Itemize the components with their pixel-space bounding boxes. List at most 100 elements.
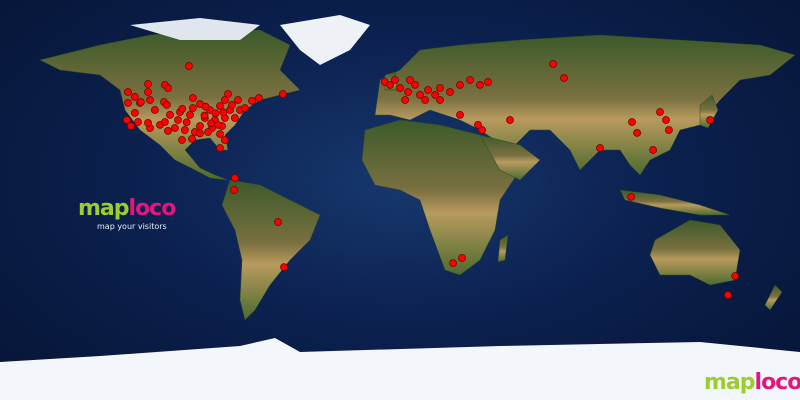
visitor-dot xyxy=(476,80,484,89)
visitor-dot xyxy=(228,100,236,109)
visitor-dot xyxy=(216,130,224,138)
visitor-dot xyxy=(248,96,256,105)
visitor-dot xyxy=(178,136,186,144)
visitor-dot xyxy=(230,186,238,194)
visitor-dot xyxy=(130,92,139,101)
visitor-dot xyxy=(186,110,194,119)
new-zealand xyxy=(764,284,783,311)
visitor-dot xyxy=(274,218,282,226)
logo-word-map: map xyxy=(78,196,130,221)
visitor-dot xyxy=(164,84,172,92)
visitor-dot xyxy=(182,118,191,127)
visitor-dot xyxy=(436,84,444,92)
visitor-dot xyxy=(144,118,152,127)
visitor-dot xyxy=(216,102,224,110)
visitor-dot xyxy=(230,114,239,122)
visitor-dot xyxy=(649,146,658,154)
visitor-dot xyxy=(160,118,169,126)
visitor-dot xyxy=(662,116,670,124)
logo-tagline: map your visitors xyxy=(97,222,167,231)
visitor-dot xyxy=(478,126,486,134)
visitor-dot xyxy=(234,96,242,104)
visitor-dot xyxy=(162,100,171,109)
visitor-dot xyxy=(724,291,732,300)
visitor-dot xyxy=(201,102,210,111)
logo-word-loco: loco xyxy=(128,196,177,221)
arctic-islands xyxy=(130,18,260,40)
visitor-dot xyxy=(211,109,220,118)
visitor-dot xyxy=(390,76,399,84)
visitor-dot xyxy=(549,60,558,68)
visitor-dot xyxy=(200,111,209,120)
visitor-dot xyxy=(706,116,714,124)
visitor-dot xyxy=(144,80,152,88)
visitor-dot xyxy=(628,118,636,126)
visitor-dot xyxy=(386,80,394,89)
visitor-dot xyxy=(124,88,132,96)
visitor-dot xyxy=(170,124,179,132)
visitor-dot xyxy=(178,104,187,113)
visitor-dot xyxy=(214,120,222,129)
visitor-dot xyxy=(150,106,159,114)
visitor-dot xyxy=(411,80,420,89)
visitor-dot xyxy=(216,144,224,152)
greenland xyxy=(280,15,370,65)
visitor-dot xyxy=(449,259,458,268)
visitor-dot xyxy=(627,192,636,201)
eurasia xyxy=(374,34,796,176)
visitor-dot xyxy=(219,108,228,117)
visitor-dot xyxy=(204,128,212,136)
visitor-dot xyxy=(220,96,229,104)
arabia xyxy=(479,134,541,181)
visitor-dot xyxy=(436,96,444,104)
visitor-dot xyxy=(184,62,193,70)
visitor-dot xyxy=(456,80,464,89)
visitor-dot xyxy=(220,136,229,144)
visitor-dot xyxy=(130,108,139,117)
visitor-dot xyxy=(196,122,204,130)
visitor-dot xyxy=(188,104,197,112)
visitor-dot xyxy=(230,174,239,182)
visitor-dot xyxy=(196,129,204,138)
visitor-dot xyxy=(406,76,414,84)
visitor-dot xyxy=(124,98,132,107)
visitor-dot xyxy=(136,98,145,106)
visitor-dot xyxy=(404,88,412,96)
visitor-dot xyxy=(207,119,216,128)
visitor-dot xyxy=(134,118,142,126)
africa xyxy=(361,119,521,276)
visitor-dot xyxy=(456,110,464,119)
visitor-dot xyxy=(466,76,474,84)
visitor-dot xyxy=(664,126,673,134)
visitor-dot xyxy=(401,96,410,104)
visitor-dot xyxy=(144,88,152,96)
visitor-dot xyxy=(560,74,568,82)
indonesia xyxy=(619,189,731,216)
visitor-dot xyxy=(180,126,189,134)
visitor-dot xyxy=(731,272,740,280)
visitor-dot xyxy=(446,88,454,96)
maploco-corner-logo[interactable]: maploco xyxy=(704,370,800,395)
visitor-dot xyxy=(278,90,287,98)
south-america xyxy=(221,179,321,321)
visitor-dot xyxy=(424,86,432,94)
visitor-dot xyxy=(474,120,482,129)
madagascar xyxy=(497,234,509,263)
visitor-dot xyxy=(188,134,196,143)
visitor-dot xyxy=(656,108,664,116)
continents xyxy=(39,29,796,321)
visitor-dot xyxy=(166,110,174,119)
antarctica xyxy=(0,338,800,400)
corner-logo-word-loco: loco xyxy=(754,370,800,395)
corner-logo-word-map: map xyxy=(704,370,756,395)
visitor-dot xyxy=(596,144,604,152)
visitor-dot xyxy=(224,90,232,98)
visitor-dot xyxy=(174,116,182,124)
visitor-dot xyxy=(188,94,197,102)
visitor-dot xyxy=(458,254,466,262)
maploco-logo[interactable]: maploco xyxy=(78,196,177,221)
visitor-dot xyxy=(431,90,440,99)
visitor-dot xyxy=(126,122,135,130)
visitor-dots xyxy=(122,60,740,300)
